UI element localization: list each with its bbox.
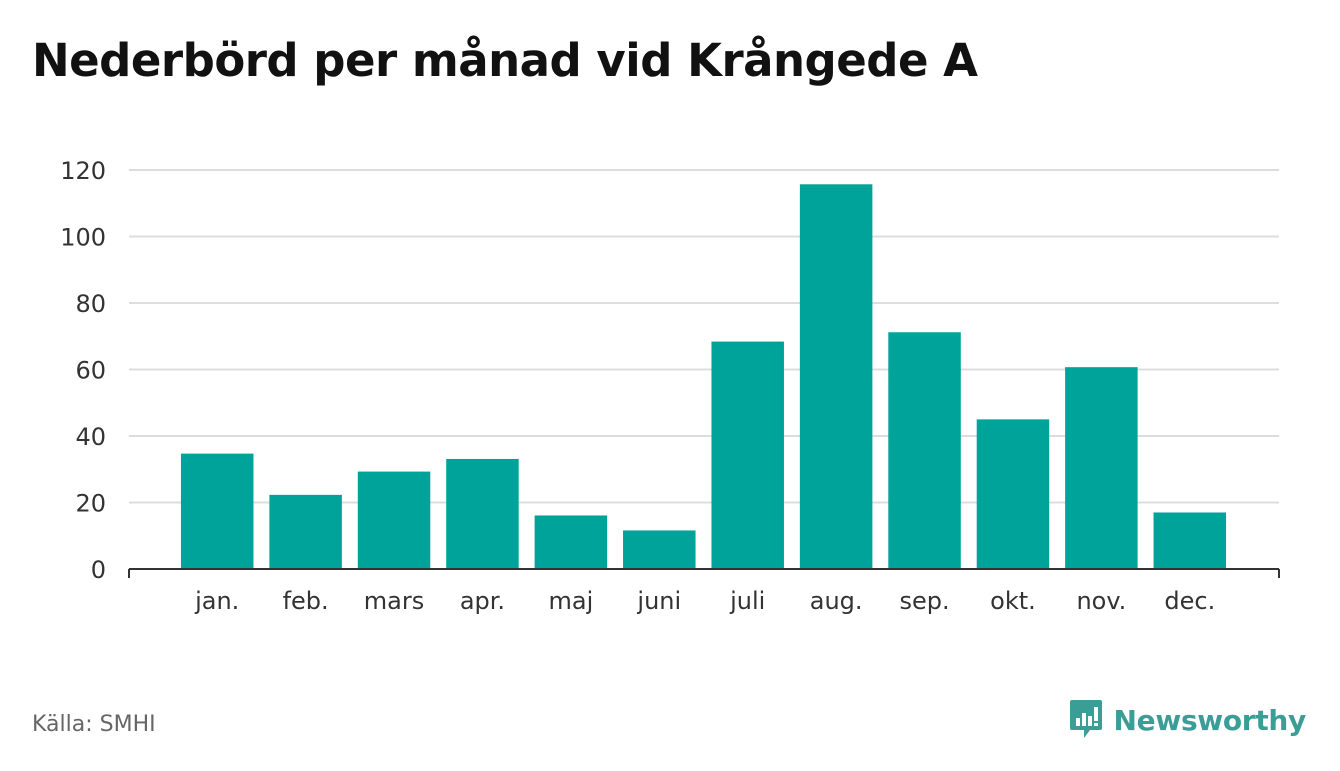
source-note: Källa: SMHI [32,712,156,737]
bar-2 [357,471,431,569]
bar-5 [623,530,696,569]
x-tick-label: dec. [1164,587,1215,615]
bars [180,184,1227,570]
y-tick-label: 80 [75,290,106,318]
bar-10 [1065,367,1138,569]
bar-9 [976,419,1050,569]
x-tick-label: feb. [283,587,329,615]
y-tick-label: 0 [91,556,106,584]
bar-8 [888,332,961,569]
x-tick-label: apr. [460,587,505,615]
x-tick-label: okt. [990,587,1036,615]
bar-1 [269,494,342,569]
x-tick-label: jan. [194,587,239,615]
x-tick-label: nov. [1076,587,1126,615]
brand-name: Newsworthy [1113,703,1307,737]
chart-title: Nederbörd per månad vid Krångede A [32,34,978,87]
x-tick-label: maj [548,587,593,615]
y-tick-label: 20 [75,490,106,518]
y-tick-label: 100 [60,224,106,252]
bar-7 [799,184,873,570]
x-tick-label: sep. [899,587,949,615]
y-axis-tick-labels: 0 20 40 60 80 100 120 [60,157,106,584]
x-axis-tick-labels: jan. feb. mars apr. maj juni juli aug. sep. okt. n… [194,587,1215,615]
x-axis [128,568,1280,578]
y-tick-label: 60 [75,357,106,385]
x-tick-label: juli [729,587,765,615]
bar-3 [446,458,519,569]
bar-6 [711,341,784,569]
y-tick-label: 40 [75,423,106,451]
newsworthy-logo-icon [1069,700,1102,738]
y-tick-label: 120 [60,157,106,185]
bar-0 [180,453,254,569]
bar-4 [534,515,608,569]
x-tick-label: aug. [810,587,863,615]
x-tick-label: mars [364,587,424,615]
brand-logo: Newsworthy [1068,698,1306,742]
x-tick-label: juni [636,587,681,615]
bar-11 [1153,512,1227,569]
